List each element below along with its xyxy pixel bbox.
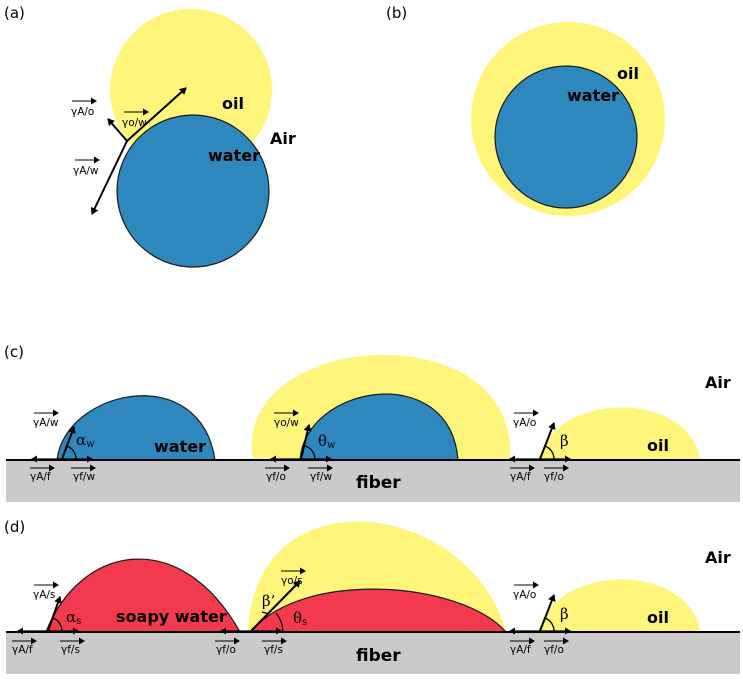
water-label-c: water — [154, 437, 206, 456]
fiber-label-c: fiber — [356, 473, 401, 493]
svg-text:γA/f: γA/f — [30, 471, 51, 483]
gamma-fo-c2: γf/o — [544, 464, 569, 483]
gamma-af-c2: γA/f — [510, 464, 535, 483]
svg-text:γA/s: γA/s — [33, 589, 55, 601]
svg-text:γf/o: γf/o — [544, 471, 564, 483]
svg-text:γf/o: γf/o — [544, 644, 564, 656]
angle-arc-theta-d — [275, 612, 284, 632]
gamma-fs-d1: γf/s — [60, 637, 85, 656]
oil-label-a: oil — [222, 94, 244, 113]
gamma-fo-d2: γf/o — [544, 637, 569, 656]
soapy-water-drop-d — [45, 558, 242, 633]
svg-text:γA/o: γA/o — [513, 589, 536, 601]
panel-d-label: (d) — [4, 518, 25, 536]
svg-text:γA/f: γA/f — [510, 644, 531, 656]
water-core-c — [299, 393, 459, 461]
angle-arc-alpha-d — [52, 617, 63, 632]
beta-label-c: β — [560, 432, 569, 450]
angle-arc-beta-c — [544, 445, 555, 460]
water-drop-a — [116, 114, 270, 268]
svg-text:γo/w: γo/w — [274, 417, 299, 429]
arrow-gamma-ao-c — [539, 422, 556, 460]
gamma-ao-a: γA/o — [71, 97, 97, 118]
svg-text:γo/w: γo/w — [122, 117, 147, 129]
svg-text:γA/w: γA/w — [73, 165, 99, 177]
gamma-as-d: γA/s — [33, 581, 59, 601]
svg-text:γA/o: γA/o — [513, 417, 536, 429]
water-core-b — [494, 65, 638, 209]
water-label-b: water — [567, 86, 619, 105]
water-label-a: water — [208, 146, 260, 165]
arrow-gamma-aw-a — [90, 140, 128, 215]
oil-label-b: oil — [617, 64, 639, 83]
angle-arc-alpha-c — [66, 445, 77, 460]
svg-text:γf/o: γf/o — [216, 644, 236, 656]
gamma-aw-a: γA/w — [73, 156, 100, 177]
panel-d: (d) Air fiber γA/s αs soapy water — [4, 518, 740, 674]
water-drop-c — [56, 395, 216, 461]
beta-prime-label: β’ — [262, 592, 275, 610]
soapy-water-core-d — [249, 588, 508, 633]
air-label-c: Air — [705, 373, 731, 392]
svg-text:γA/f: γA/f — [510, 471, 531, 483]
alpha-w-label: αw — [76, 431, 95, 450]
gamma-ao-d: γA/o — [513, 581, 539, 601]
svg-text:γA/o: γA/o — [71, 106, 94, 118]
gamma-ow-a: γo/w — [122, 108, 149, 129]
panel-b-label: (b) — [386, 4, 407, 22]
arrow-gamma-ao-d — [539, 594, 556, 632]
alpha-s-label: αs — [66, 608, 81, 627]
svg-text:γA/w: γA/w — [33, 417, 59, 429]
panel-a: (a) oil water Air γo/w γA/o γA/w — [4, 4, 296, 268]
gamma-os-d: γo/s — [281, 567, 306, 587]
beta-label-d: β — [560, 605, 569, 623]
panel-c-label: (c) — [4, 343, 24, 361]
gamma-fs-d2: γf/s — [262, 637, 287, 656]
svg-text:γf/s: γf/s — [264, 644, 283, 656]
gamma-fw-c1: γf/w — [71, 464, 96, 483]
arrow-gamma-as-d — [47, 596, 62, 632]
svg-text:γA/f: γA/f — [12, 644, 33, 656]
oil-label-d: oil — [647, 608, 669, 627]
gamma-ao-c: γA/o — [513, 409, 539, 429]
oil-drop-d — [538, 579, 700, 632]
theta-s-label: θs — [293, 609, 307, 628]
fiber-c — [6, 460, 740, 502]
angle-arc-beta-d — [544, 617, 555, 632]
arrow-gamma-ao-a — [107, 118, 128, 142]
gamma-aw-c: γA/w — [33, 409, 59, 429]
svg-text:γf/w: γf/w — [73, 471, 95, 483]
arrow-gamma-ow-c — [300, 424, 312, 460]
panel-c: (c) Air fiber γA/w αw water — [4, 343, 740, 502]
soapy-water-label-d: soapy water — [116, 607, 227, 626]
angle-arc-theta-c — [304, 445, 316, 460]
gamma-af-d2: γA/f — [510, 637, 535, 656]
svg-text:γf/s: γf/s — [61, 644, 80, 656]
gamma-fo-c1: γf/o — [265, 464, 290, 483]
fiber-d — [6, 632, 740, 674]
gamma-af-d1: γA/f — [12, 637, 37, 656]
oil-drop-c — [538, 407, 700, 460]
gamma-ow-c: γo/w — [274, 409, 299, 429]
theta-w-label: θw — [318, 432, 336, 451]
svg-text:γf/w: γf/w — [310, 471, 332, 483]
gamma-fo-d1: γf/o — [215, 637, 240, 656]
arrow-gamma-os-d — [250, 580, 301, 632]
air-label-a: Air — [270, 129, 296, 148]
gamma-af-c1: γA/f — [30, 464, 55, 483]
gamma-fw-c2: γf/w — [308, 464, 333, 483]
arrow-gamma-aw-c — [61, 426, 76, 460]
arrow-gamma-ow-a — [126, 87, 187, 142]
panel-b: (b) oil water — [386, 4, 665, 216]
svg-text:γo/s: γo/s — [281, 575, 303, 587]
oil-label-c: oil — [647, 436, 669, 455]
svg-text:γf/o: γf/o — [266, 471, 286, 483]
air-label-d: Air — [705, 548, 731, 567]
panel-a-label: (a) — [4, 4, 25, 22]
angle-arc-beta-prime-d — [261, 611, 269, 615]
fiber-label-d: fiber — [356, 646, 401, 666]
